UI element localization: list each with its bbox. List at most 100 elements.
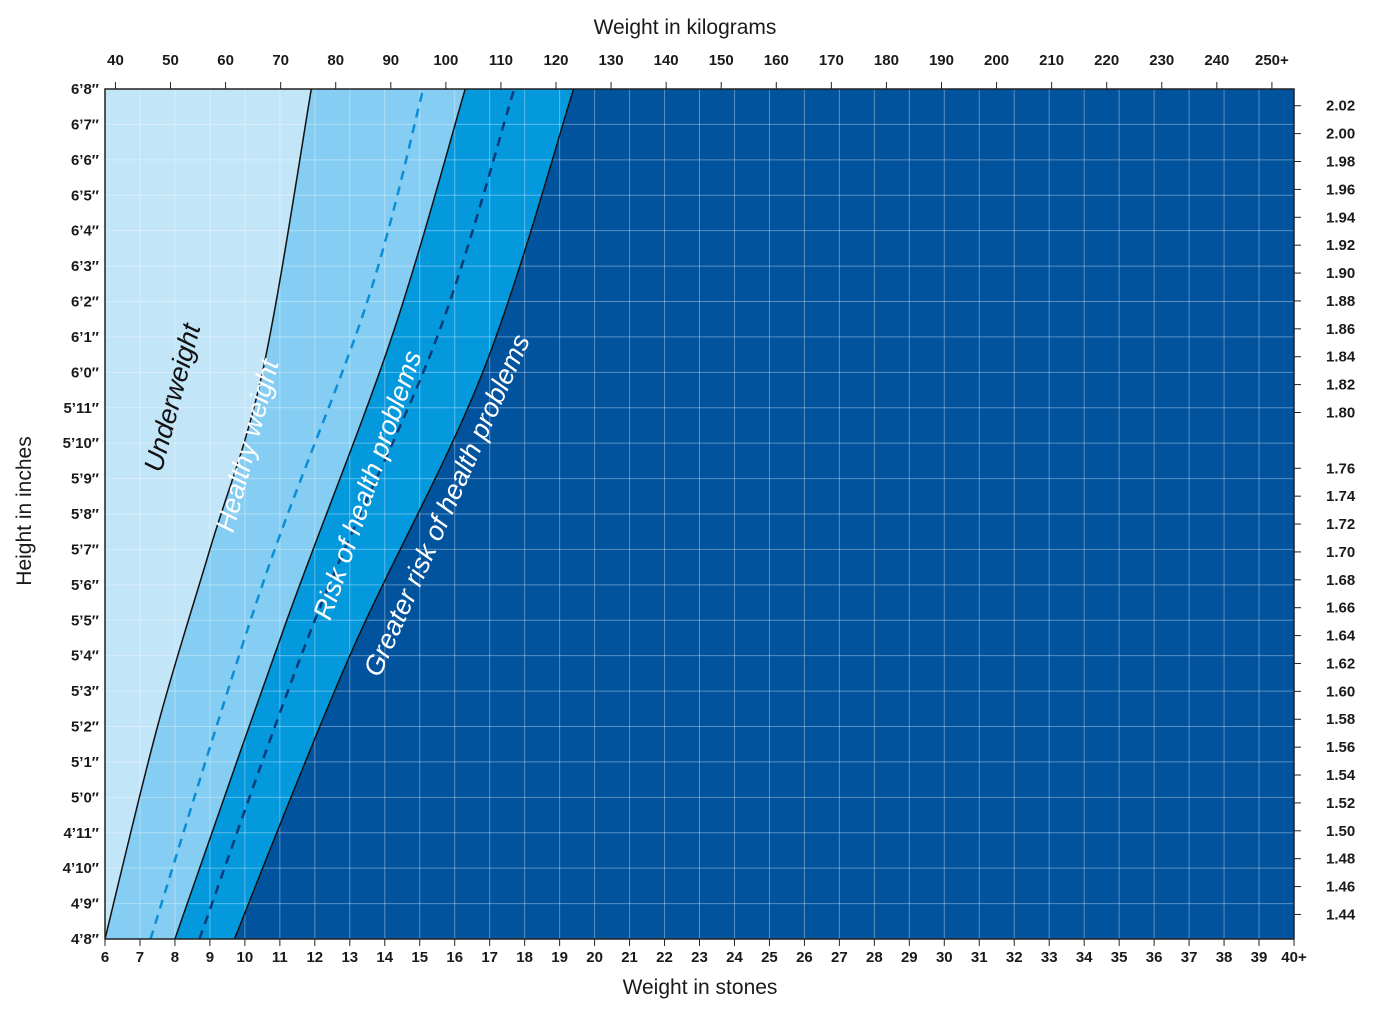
left-tick-label: 5’8″ [71,506,99,523]
right-tick-label: 1.82 [1326,377,1355,394]
top-tick-label: 140 [654,52,679,69]
bottom-tick-label: 6 [101,949,109,966]
bottom-tick-label: 16 [446,949,463,966]
left-tick-label: 5’6″ [71,577,99,594]
left-tick-label: 5’5″ [71,612,99,629]
right-tick-label: 1.90 [1326,265,1355,282]
bottom-tick-label: 40+ [1281,949,1307,966]
left-tick-label: 5’9″ [71,471,99,488]
bottom-tick-label: 37 [1181,949,1198,966]
bottom-tick-label: 29 [901,949,918,966]
right-tick-label: 1.58 [1326,711,1355,728]
top-axis-title: Weight in kilograms [594,16,777,39]
bottom-tick-label: 34 [1076,949,1093,966]
bottom-tick-label: 28 [866,949,883,966]
right-tick-label: 1.98 [1326,154,1355,171]
right-tick-label: 1.88 [1326,293,1355,310]
top-tick-label: 240 [1204,52,1229,69]
left-tick-label: 6’1″ [71,329,99,346]
right-tick-label: 1.54 [1326,767,1356,784]
top-tick-label: 210 [1039,52,1064,69]
top-tick-label: 220 [1094,52,1119,69]
top-tick-label: 110 [489,52,513,69]
left-tick-label: 6’3″ [71,258,99,275]
bottom-axis-title: Weight in stones [623,976,778,999]
top-tick-label: 250+ [1255,52,1289,69]
left-tick-label: 6’5″ [71,187,99,204]
bottom-tick-label: 19 [551,949,568,966]
bottom-tick-label: 23 [691,949,708,966]
bottom-tick-label: 21 [621,949,638,966]
bottom-tick-label: 9 [206,949,214,966]
top-tick-label: 90 [382,52,399,69]
right-tick-label: 1.70 [1326,544,1355,561]
right-tick-label: 1.56 [1326,739,1355,756]
right-tick-label: 1.62 [1326,655,1355,672]
boundary-risk [233,89,575,939]
left-tick-label: 5’2″ [71,719,99,736]
top-tick-label: 190 [929,52,954,69]
right-tick-label: 1.74 [1326,488,1356,505]
bottom-tick-label: 38 [1216,949,1233,966]
bottom-tick-label: 15 [411,949,428,966]
left-tick-label: 6’4″ [71,223,99,240]
top-tick-label: 80 [327,52,344,69]
top-tick-label: 100 [433,52,458,69]
boundary-underweight [105,89,313,939]
left-tick-label: 4’11″ [63,825,99,842]
right-tick-label: 1.94 [1326,209,1356,226]
bottom-tick-label: 13 [341,949,358,966]
left-tick-label: 5’4″ [71,648,99,665]
bottom-tick-label: 20 [586,949,603,966]
axes: 6 7 8 9 10 11 12 13 14 15 16 17 18 19 20 21 22 23 24 25 26 27… [63,52,1356,966]
right-tick-label: 1.46 [1326,879,1355,896]
right-tick-label: 1.48 [1326,851,1355,868]
right-tick-label: 1.76 [1326,460,1355,477]
bottom-tick-label: 12 [306,949,323,966]
top-tick-label: 50 [162,52,179,69]
right-tick-label: 1.92 [1326,237,1355,254]
left-tick-label: 5’0″ [71,789,99,806]
bottom-tick-label: 11 [272,949,288,966]
boundary-healthy [174,89,466,939]
right-tick-label: 1.66 [1326,600,1355,617]
grid-lines [105,89,1294,939]
bottom-tick-label: 18 [516,949,533,966]
top-tick-label: 130 [599,52,624,69]
bottom-tick-label: 39 [1251,949,1268,966]
top-tick-label: 70 [272,52,289,69]
right-tick-label: 1.96 [1326,181,1355,198]
right-tick-label: 1.84 [1326,349,1356,366]
bottom-tick-label: 8 [171,949,179,966]
left-tick-label: 6’6″ [71,152,99,169]
bottom-tick-label: 26 [796,949,813,966]
top-tick-label: 120 [543,52,568,69]
band-boundaries [105,89,575,939]
boundary-risk-mid [198,89,516,939]
weight-bands [105,89,1294,939]
left-tick-label: 6’8″ [71,81,99,98]
left-tick-label: 6’0″ [71,364,99,381]
top-tick-label: 230 [1149,52,1174,69]
bottom-tick-label: 33 [1041,949,1058,966]
right-tick-label: 1.44 [1326,906,1356,923]
right-tick-label: 1.72 [1326,516,1355,533]
top-tick-label: 170 [819,52,844,69]
bottom-tick-label: 17 [481,949,498,966]
right-tick-label: 1.60 [1326,683,1355,700]
top-tick-label: 160 [764,52,789,69]
left-tick-label: 5’11″ [63,400,99,417]
top-tick-label: 150 [709,52,734,69]
bottom-tick-label: 22 [656,949,673,966]
right-tick-label: 1.64 [1326,628,1356,645]
bottom-tick-label: 27 [831,949,848,966]
bottom-tick-label: 7 [136,949,144,966]
band-underweight [105,89,312,939]
bottom-tick-label: 31 [971,949,988,966]
bottom-tick-label: 32 [1006,949,1023,966]
right-tick-label: 1.80 [1326,404,1355,421]
right-tick-label: 1.86 [1326,321,1355,338]
right-tick-label: 2.00 [1326,126,1355,143]
left-axis-title: Height in inches [13,436,36,585]
